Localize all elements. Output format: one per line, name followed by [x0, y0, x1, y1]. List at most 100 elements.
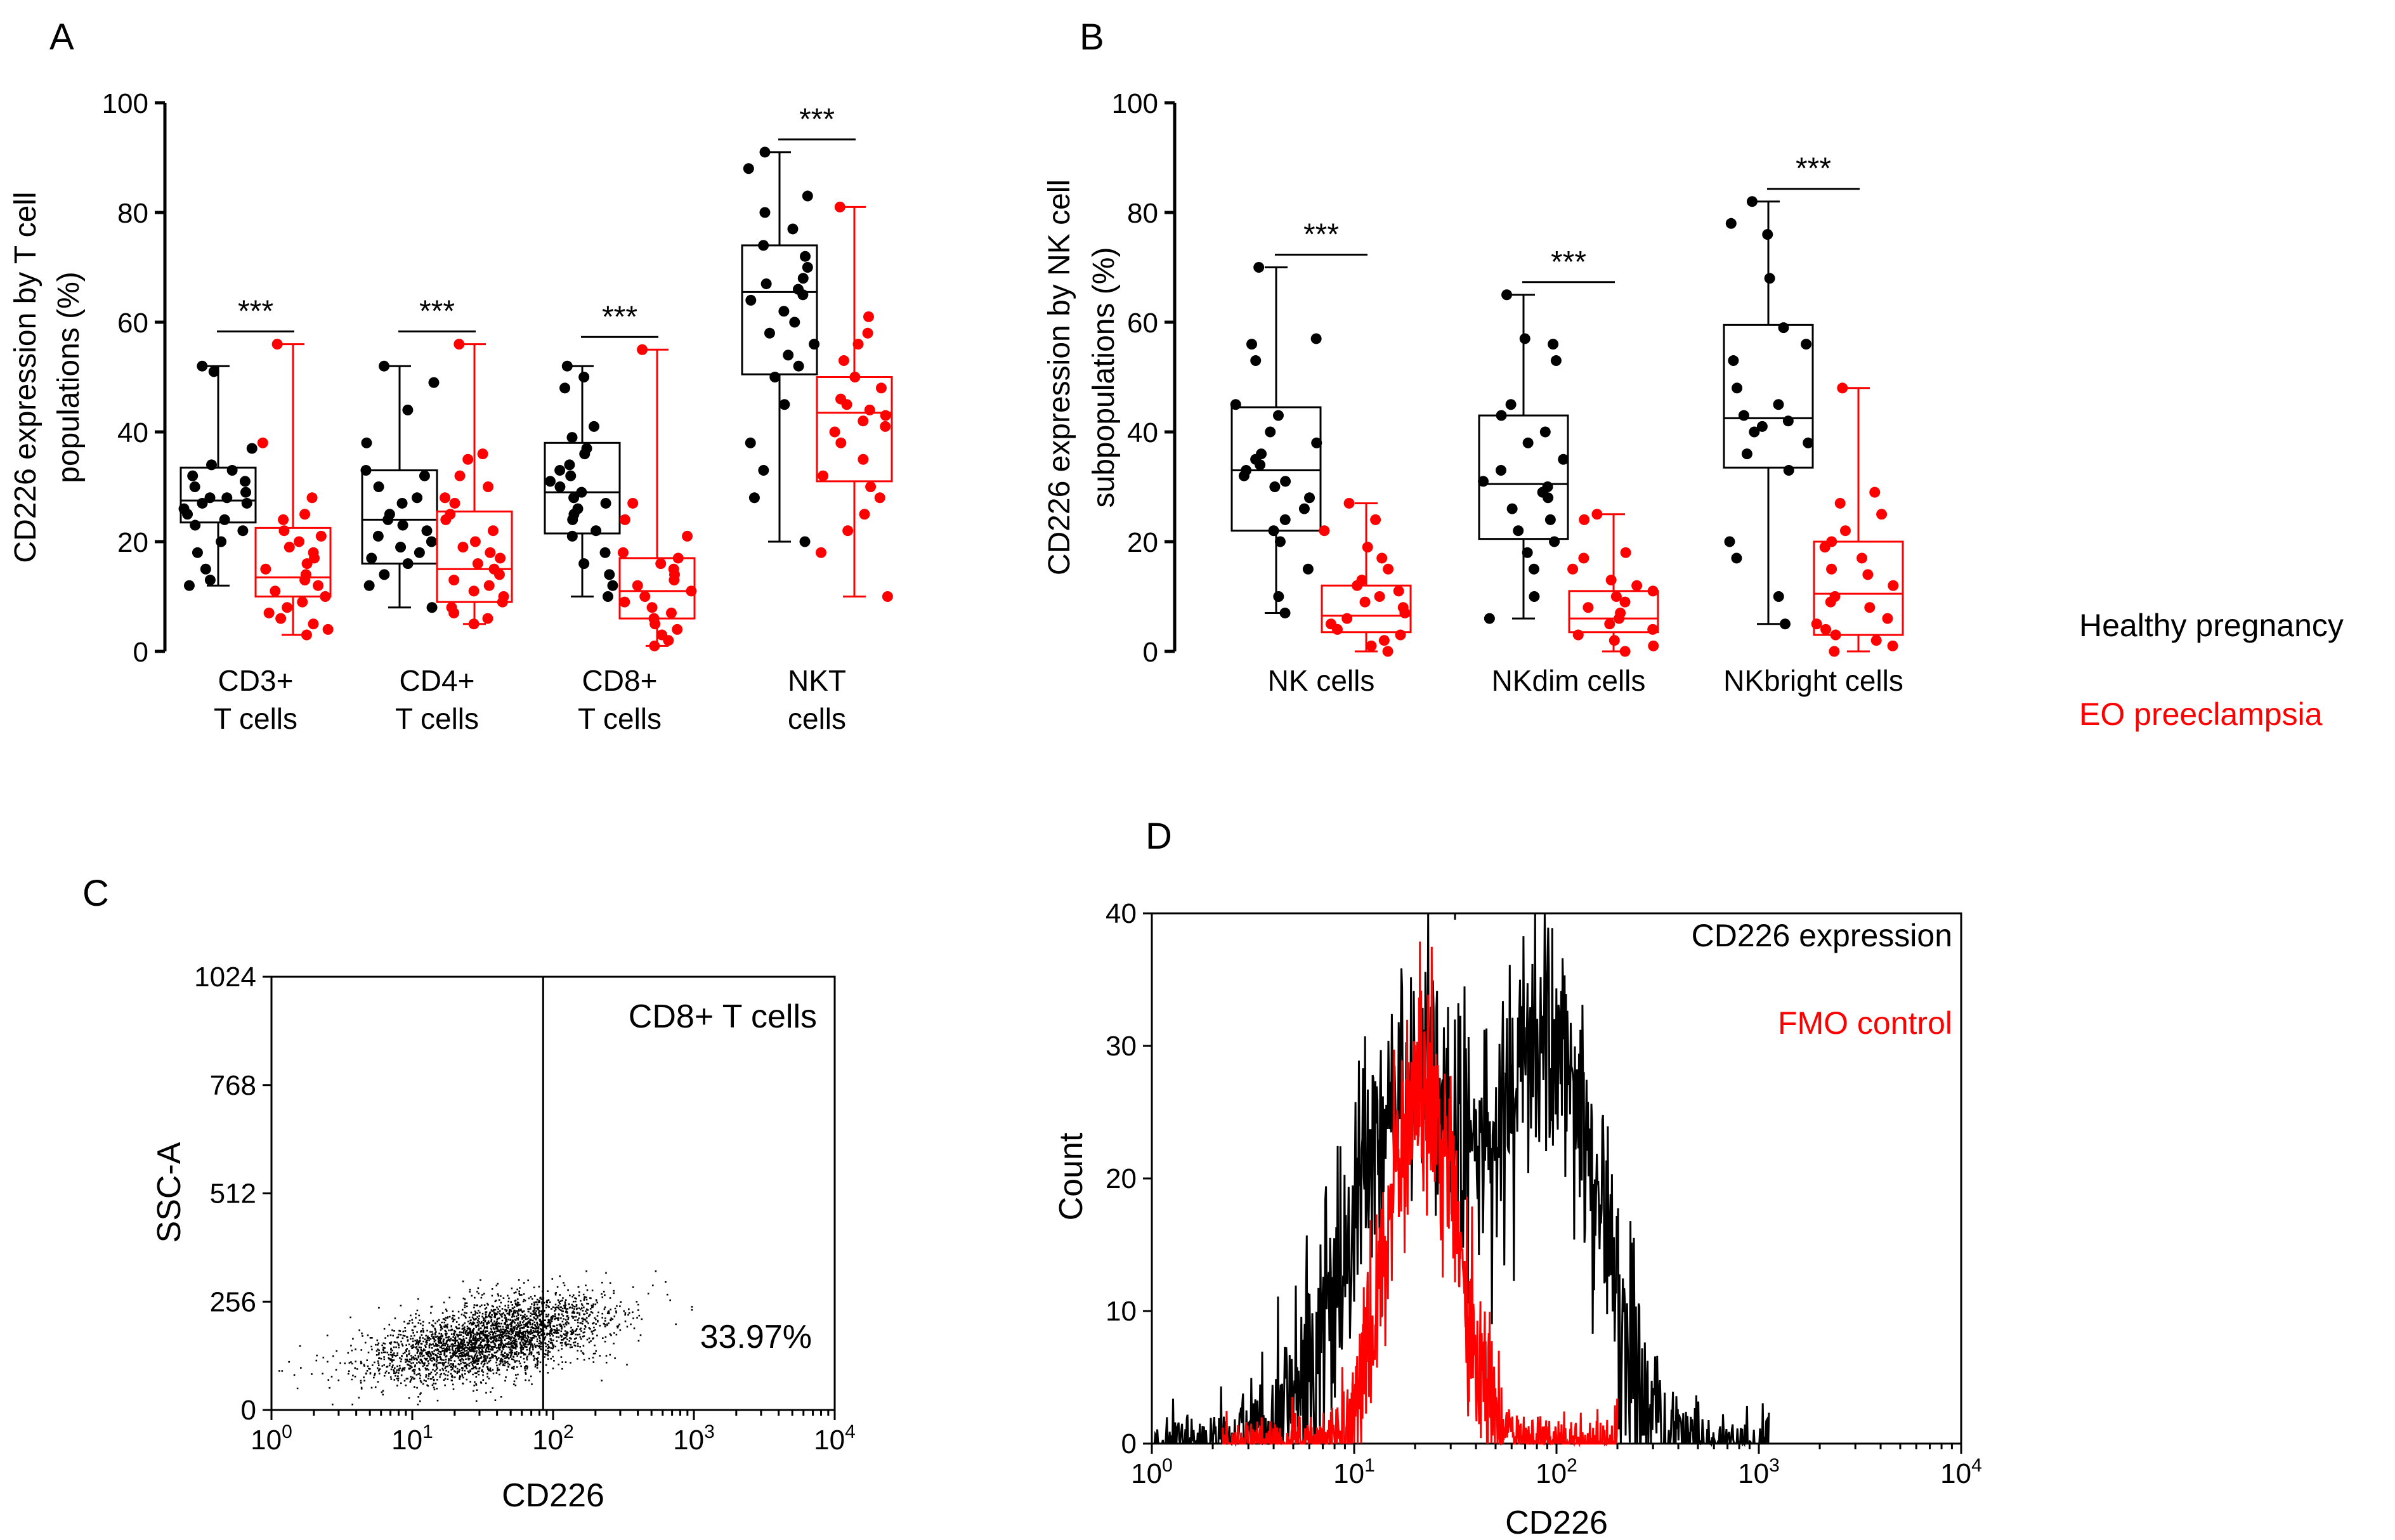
preeclampsia-point [863, 311, 874, 322]
healthy-point [237, 525, 249, 537]
healthy-point [787, 223, 799, 235]
x-tick-label: 103 [1738, 1455, 1780, 1489]
x-tick-label: 102 [1536, 1455, 1577, 1489]
healthy-point [414, 547, 425, 558]
preeclampsia-point [278, 525, 290, 537]
preeclampsia-point [1331, 623, 1343, 635]
healthy-point [1773, 591, 1784, 602]
panel-b-letter: B [1080, 16, 1104, 58]
healthy-point [382, 514, 394, 525]
significance-label: *** [602, 300, 637, 334]
healthy-point [745, 294, 757, 306]
healthy-point [800, 251, 811, 262]
preeclampsia-point [1393, 585, 1404, 597]
healthy-point [1506, 503, 1518, 514]
box-group: *** NKdim cells [1478, 245, 1659, 697]
preeclampsia-point [1605, 575, 1617, 586]
preeclampsia-point [880, 410, 891, 421]
y-tick-label: 40 [1127, 417, 1158, 448]
healthy-point [208, 366, 219, 377]
preeclampsia-point [448, 607, 460, 618]
x-tick-label: 101 [391, 1421, 433, 1456]
preeclampsia-point [1829, 646, 1840, 657]
preeclampsia-point [449, 497, 460, 509]
healthy-point [745, 437, 756, 448]
group-label: NKbright cells [1723, 664, 1903, 697]
preeclampsia-point [1370, 514, 1381, 525]
healthy-point [197, 360, 208, 372]
healthy-point [1522, 547, 1533, 558]
healthy-point [426, 602, 438, 613]
preeclampsia-point [263, 607, 275, 618]
preeclampsia-point [1352, 580, 1363, 591]
healthy-point [1550, 355, 1562, 367]
healthy-point [789, 316, 800, 328]
healthy-point [578, 372, 590, 382]
healthy-point [802, 262, 813, 273]
healthy-point [1773, 399, 1784, 410]
preeclampsia-point [1834, 497, 1846, 509]
healthy-point [216, 536, 227, 547]
preeclampsia-point [858, 454, 869, 465]
healthy-point [1741, 448, 1752, 460]
preeclampsia-point [1362, 542, 1373, 553]
preeclampsia-point [1862, 569, 1874, 580]
healthy-point [402, 558, 414, 570]
healthy-point [1732, 382, 1743, 394]
healthy-point [240, 486, 251, 498]
preeclampsia-point [858, 415, 869, 427]
panel-c-y-ticks: 0 256 512 768 1024 [194, 962, 271, 1426]
healthy-point [1304, 492, 1315, 504]
preeclampsia-point [448, 575, 460, 586]
preeclampsia-point [468, 585, 480, 597]
preeclampsia-point [672, 552, 684, 564]
healthy-point [604, 569, 615, 580]
healthy-point [206, 459, 218, 471]
preeclampsia-point [1359, 596, 1371, 608]
healthy-point [197, 497, 208, 509]
preeclampsia-point [495, 552, 506, 564]
panel-a-y-ticks: 0 20 40 60 80 100 [102, 88, 165, 668]
healthy-point [204, 492, 216, 504]
preeclampsia-point [454, 470, 466, 481]
healthy-box [179, 466, 257, 524]
healthy-point [1302, 563, 1314, 575]
group-label-line2: cells [788, 702, 846, 735]
healthy-point [379, 360, 390, 372]
panel-a: A 0 20 40 60 80 100 CD226 expression by T cel… [9, 16, 893, 735]
healthy-point [1548, 339, 1559, 350]
healthy-point [779, 399, 790, 410]
healthy-point [802, 190, 813, 202]
healthy-point [1501, 289, 1513, 301]
healthy-point [1782, 415, 1794, 427]
healthy-point [379, 569, 390, 580]
panel-b-y-ticks: 0 20 40 60 80 100 [1112, 88, 1175, 668]
healthy-point [1272, 410, 1284, 421]
preeclampsia-point [882, 591, 893, 602]
preeclampsia-point [852, 339, 864, 350]
healthy-point [797, 289, 809, 301]
preeclampsia-point [483, 580, 495, 591]
healthy-point [1746, 196, 1758, 207]
healthy-point [561, 360, 573, 372]
healthy-point [412, 492, 423, 504]
preeclampsia-point [619, 514, 630, 525]
healthy-point [372, 530, 384, 542]
preeclampsia-point [864, 404, 875, 415]
healthy-point [578, 558, 590, 570]
preeclampsia-point [482, 613, 493, 624]
healthy-point [559, 382, 571, 394]
box-group: *** NKbright cells [1723, 152, 1904, 697]
healthy-point [1269, 481, 1281, 492]
healthy-point [1803, 437, 1814, 448]
healthy-point [566, 530, 578, 542]
healthy-point [1496, 410, 1507, 421]
x-tick-label: 100 [251, 1421, 292, 1456]
healthy-point [1273, 591, 1284, 602]
x-tick-label: 104 [814, 1421, 856, 1456]
x-tick-label: 102 [532, 1421, 574, 1456]
preeclampsia-point [1819, 542, 1831, 553]
panel-b-y-label-2: subpopulations (%) [1087, 247, 1121, 508]
healthy-point [1250, 355, 1262, 367]
